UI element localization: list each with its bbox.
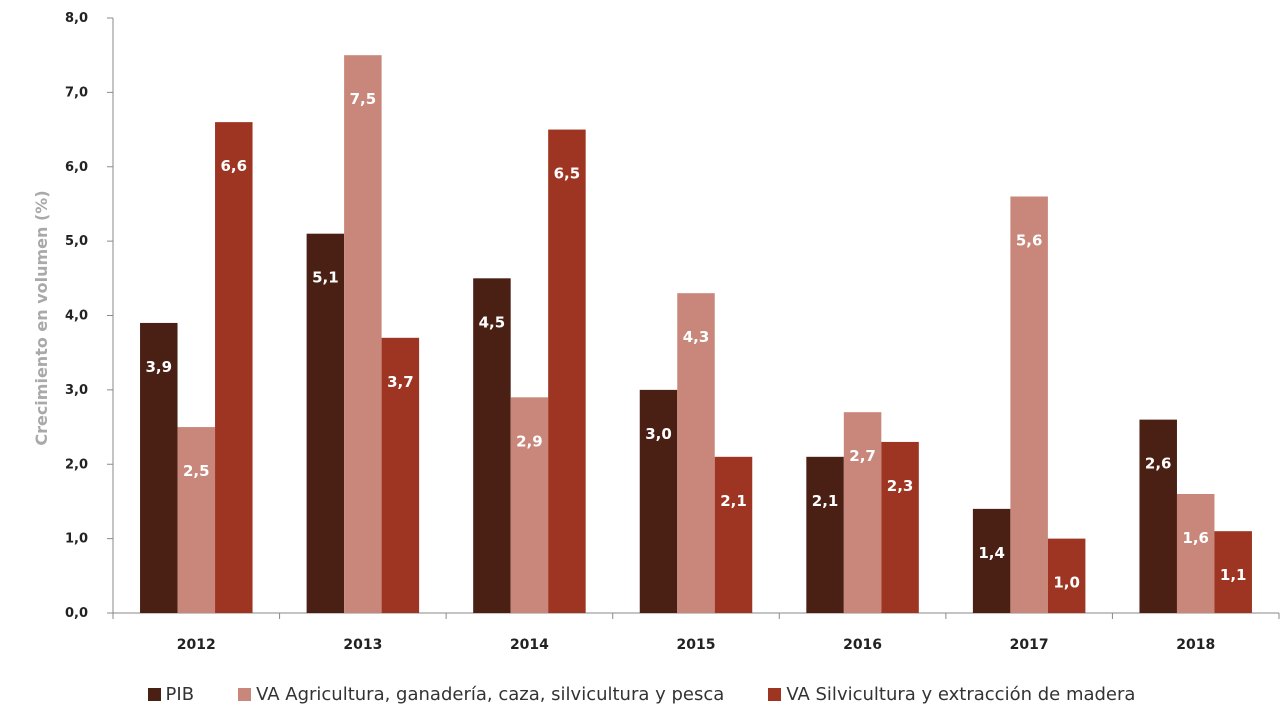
bar <box>843 412 882 613</box>
y-tick-label: 7,0 <box>65 85 88 100</box>
bar-data-label: 2,6 <box>1145 455 1172 473</box>
bar-data-label: 1,1 <box>1220 566 1247 584</box>
bar-data-label: 3,9 <box>145 358 172 376</box>
bar <box>972 508 1011 613</box>
bar <box>381 337 420 613</box>
bar <box>881 441 919 613</box>
legend-label-va-silvicultura: VA Silvicultura y extracción de madera <box>786 683 1136 705</box>
bar <box>806 456 844 613</box>
x-categories: 2012 2013 2014 2015 2016 2017 2018 <box>112 613 1280 653</box>
bar-data-label: 6,5 <box>554 165 581 183</box>
bar-data-label: 7,5 <box>350 90 377 108</box>
x-tick-label: 2015 <box>677 637 716 653</box>
bar <box>1214 531 1252 613</box>
bar <box>473 278 511 613</box>
x-tick-label: 2013 <box>343 637 382 653</box>
legend-swatch-va-agricultura <box>238 687 252 701</box>
bar-data-label: 5,6 <box>1016 232 1043 250</box>
legend-label-va-agricultura: VA Agricultura, ganadería, caza, silvicu… <box>256 683 725 705</box>
x-tick-label: 2018 <box>1176 637 1215 653</box>
bar <box>215 122 253 613</box>
x-tick-label: 2017 <box>1010 637 1049 653</box>
y-tick-label: 4,0 <box>65 309 88 324</box>
bar <box>639 389 678 613</box>
x-tick-label: 2012 <box>177 637 216 653</box>
legend-item-pib: PIB <box>147 683 195 705</box>
y-tick-label: 5,0 <box>65 234 88 249</box>
y-tick-label: 0,0 <box>65 606 88 621</box>
y-ticks: 0,0 1,0 2,0 3,0 4,0 5,0 6,0 7,0 8,0 <box>65 11 113 621</box>
bar-data-label: 2,1 <box>720 492 747 510</box>
legend-swatch-va-silvicultura <box>768 687 782 701</box>
bar <box>1176 494 1215 613</box>
bar <box>677 293 715 613</box>
bar <box>548 129 586 613</box>
bar-data-label: 2,1 <box>812 492 839 510</box>
x-tick-label: 2016 <box>843 637 882 653</box>
bar-data-label: 4,3 <box>683 328 710 346</box>
bar <box>306 233 345 613</box>
y-tick-label: 8,0 <box>65 11 88 26</box>
bar <box>140 322 178 613</box>
bar-data-label: 2,3 <box>887 477 914 495</box>
bar <box>1010 196 1048 613</box>
bar-data-label: 6,6 <box>220 157 247 175</box>
bar-data-label: 1,6 <box>1182 529 1209 547</box>
legend: PIB VA Agricultura, ganadería, caza, sil… <box>0 678 1283 710</box>
legend-item-va-silvicultura: VA Silvicultura y extracción de madera <box>768 684 1135 705</box>
y-axis-title: Crecimiento en volumen (%) <box>32 190 51 445</box>
bar-data-label: 2,7 <box>849 447 876 465</box>
bar-data-label: 2,9 <box>516 432 543 450</box>
bar <box>510 397 549 613</box>
bar <box>1139 419 1177 613</box>
bar-data-label: 5,1 <box>312 269 339 287</box>
bar <box>714 456 753 613</box>
bar-data-label: 2,5 <box>183 462 210 480</box>
y-tick-label: 1,0 <box>65 532 88 547</box>
bar <box>177 427 216 613</box>
legend-label-pib: PIB <box>165 683 195 705</box>
y-tick-label: 2,0 <box>65 457 88 472</box>
bar <box>344 55 382 613</box>
bar-data-label: 3,7 <box>387 373 414 391</box>
bars: 3,9 2,5 6,6 5,1 7,5 3,7 4,5 2,9 6,5 3,0 4,3 2,1 2,1 2… <box>140 55 1252 613</box>
bar-data-label: 3,0 <box>645 425 672 443</box>
y-tick-label: 6,0 <box>65 160 88 175</box>
bar-data-label: 4,5 <box>479 313 506 331</box>
bar <box>1047 538 1086 613</box>
legend-swatch-pib <box>147 687 161 701</box>
bar-data-label: 1,0 <box>1053 574 1080 592</box>
x-tick-label: 2014 <box>510 637 549 653</box>
y-tick-label: 3,0 <box>65 383 88 398</box>
bar-data-label: 1,4 <box>978 544 1005 562</box>
legend-item-va-agricultura: VA Agricultura, ganadería, caza, silvicu… <box>238 684 724 705</box>
